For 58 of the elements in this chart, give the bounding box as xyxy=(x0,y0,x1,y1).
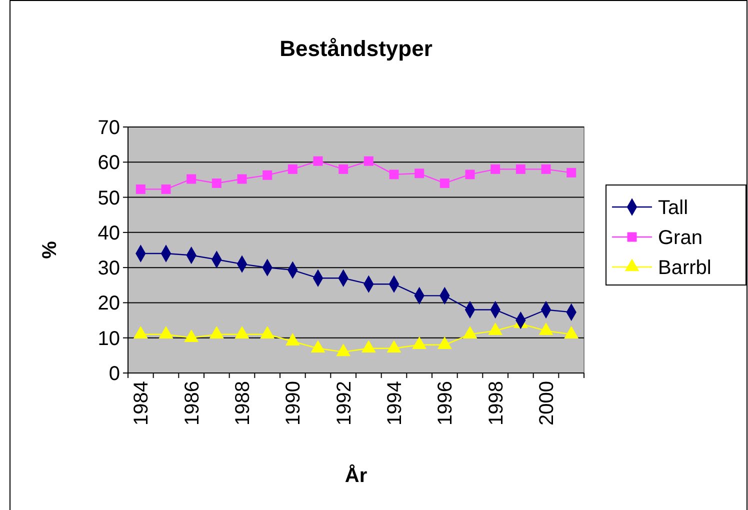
point xyxy=(310,340,326,353)
point xyxy=(440,178,450,188)
point xyxy=(186,174,196,184)
legend-label: Gran xyxy=(658,227,702,249)
point xyxy=(136,184,146,194)
y-tick-label: 20 xyxy=(98,292,120,315)
point xyxy=(462,326,478,339)
point xyxy=(260,326,275,339)
legend-label: Barrbl xyxy=(658,257,712,279)
point xyxy=(465,170,475,180)
point xyxy=(336,344,351,356)
x-tick-label: 1994 xyxy=(384,381,406,426)
point xyxy=(386,340,402,353)
point xyxy=(288,164,298,174)
chart-title: Beståndstyper xyxy=(280,36,433,61)
point xyxy=(516,164,526,174)
y-tick-label: 70 xyxy=(98,117,120,139)
x-tick-label: 1998 xyxy=(485,381,508,426)
point xyxy=(184,330,199,342)
point xyxy=(437,336,452,350)
point xyxy=(158,326,174,339)
x-tick-label: 1992 xyxy=(333,381,356,426)
point xyxy=(133,326,148,339)
y-tick-label: 50 xyxy=(98,187,120,210)
y-axis-title: % xyxy=(39,240,61,259)
point xyxy=(490,164,500,174)
point xyxy=(414,168,424,178)
y-tick-label: 60 xyxy=(98,152,120,174)
x-tick-label: 1984 xyxy=(130,381,153,426)
point xyxy=(237,174,247,184)
point xyxy=(488,322,503,335)
point xyxy=(566,168,576,178)
point xyxy=(538,322,554,335)
x-axis-title: År xyxy=(344,464,368,487)
point xyxy=(541,164,551,174)
point xyxy=(338,164,348,174)
x-tick-label: 1990 xyxy=(282,381,305,426)
point xyxy=(389,170,399,180)
y-tick-label: 30 xyxy=(98,258,120,280)
point xyxy=(212,178,222,188)
legend-label: Tall xyxy=(658,197,688,219)
x-tick-label: 1986 xyxy=(181,381,204,426)
point xyxy=(161,184,171,194)
point xyxy=(412,336,427,350)
y-tick-label: 40 xyxy=(98,222,120,244)
point xyxy=(313,156,323,166)
point xyxy=(361,340,376,353)
point xyxy=(209,326,224,339)
x-tick-label: 2000 xyxy=(536,381,558,426)
x-tick-label: 1996 xyxy=(434,381,457,426)
point xyxy=(364,156,374,166)
y-tick-label: 10 xyxy=(98,328,120,350)
point xyxy=(234,326,250,339)
x-tick-label: 1988 xyxy=(232,381,254,426)
point xyxy=(564,326,579,339)
y-tick-label: 0 xyxy=(108,363,120,385)
point xyxy=(262,170,272,180)
point xyxy=(285,333,300,346)
